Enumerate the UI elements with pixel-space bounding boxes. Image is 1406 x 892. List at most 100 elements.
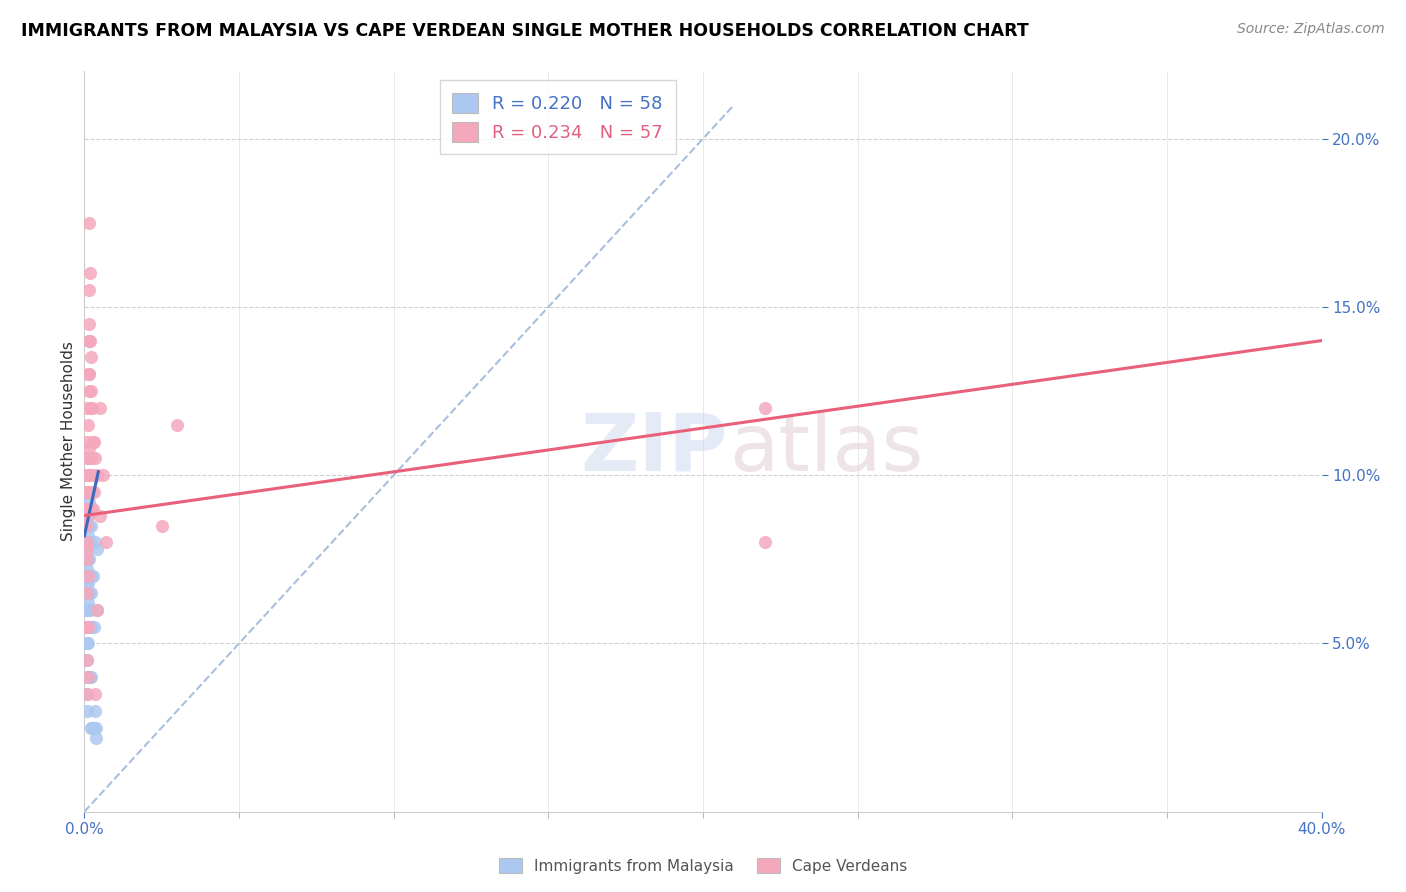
Point [84, 704, 107, 718]
Point [77, 636, 100, 650]
Point [75, 552, 97, 566]
Point [80, 384, 103, 398]
Point [82, 468, 104, 483]
Point [79, 351, 101, 365]
Point [76, 501, 98, 516]
Point [91, 468, 114, 483]
Point [76, 535, 98, 549]
Point [80, 501, 103, 516]
Point [76, 653, 98, 667]
Point [82, 569, 104, 583]
Point [83, 619, 105, 633]
Point [76, 569, 98, 583]
Point [79, 552, 101, 566]
Point [76, 603, 98, 617]
Point [94, 535, 117, 549]
Point [79, 451, 101, 466]
Point [79, 334, 101, 348]
Point [77, 216, 100, 230]
Y-axis label: Single Mother Households: Single Mother Households [60, 342, 76, 541]
Point [76, 401, 98, 415]
Point [82, 501, 104, 516]
Point [76, 670, 98, 684]
Point [79, 401, 101, 415]
Point [84, 731, 107, 745]
Point [166, 417, 188, 432]
Point [76, 704, 98, 718]
Point [77, 495, 100, 509]
Point [76, 569, 98, 583]
Point [76, 542, 98, 557]
Point [76, 562, 98, 576]
Legend: R = 0.220   N = 58, R = 0.234   N = 57: R = 0.220 N = 58, R = 0.234 N = 57 [440, 80, 675, 154]
Point [754, 401, 776, 415]
Point [76, 518, 98, 533]
Point [79, 619, 101, 633]
Point [76, 619, 98, 633]
Point [76, 586, 98, 600]
Text: atlas: atlas [730, 410, 924, 488]
Point [76, 542, 98, 557]
Point [76, 653, 98, 667]
Text: Source: ZipAtlas.com: Source: ZipAtlas.com [1237, 22, 1385, 37]
Point [77, 417, 100, 432]
Point [77, 518, 100, 533]
Point [79, 670, 101, 684]
Point [79, 368, 101, 382]
Point [84, 721, 107, 735]
Point [76, 468, 98, 483]
Point [76, 603, 98, 617]
Point [77, 552, 100, 566]
Point [76, 636, 98, 650]
Point [76, 586, 98, 600]
Point [76, 687, 98, 701]
Point [77, 283, 100, 297]
Point [82, 485, 104, 500]
Point [77, 468, 100, 483]
Point [79, 266, 101, 280]
Point [77, 575, 100, 590]
Point [76, 619, 98, 633]
Point [84, 687, 107, 701]
Point [82, 401, 104, 415]
Point [89, 401, 111, 415]
Point [76, 485, 98, 500]
Text: IMMIGRANTS FROM MALAYSIA VS CAPE VERDEAN SINGLE MOTHER HOUSEHOLDS CORRELATION CH: IMMIGRANTS FROM MALAYSIA VS CAPE VERDEAN… [21, 22, 1029, 40]
Point [86, 603, 108, 617]
Point [77, 508, 100, 523]
Point [79, 721, 101, 735]
Point [80, 451, 103, 466]
Point [76, 451, 98, 466]
Point [754, 535, 776, 549]
Point [76, 619, 98, 633]
Point [83, 485, 105, 500]
Point [82, 434, 104, 449]
Point [77, 368, 100, 382]
Point [150, 518, 173, 533]
Point [86, 468, 108, 483]
Point [77, 334, 100, 348]
Point [77, 384, 100, 398]
Point [79, 485, 101, 500]
Point [76, 586, 98, 600]
Point [84, 535, 107, 549]
Point [77, 468, 100, 483]
Point [77, 368, 100, 382]
Point [75, 501, 97, 516]
Text: ZIP: ZIP [579, 410, 727, 488]
Point [84, 451, 107, 466]
Point [76, 485, 98, 500]
Point [89, 508, 111, 523]
Point [83, 721, 105, 735]
Point [79, 619, 101, 633]
Legend: Immigrants from Malaysia, Cape Verdeans: Immigrants from Malaysia, Cape Verdeans [492, 852, 914, 880]
Point [77, 485, 100, 500]
Point [86, 603, 108, 617]
Point [77, 586, 100, 600]
Point [77, 596, 100, 610]
Point [75, 518, 97, 533]
Point [76, 687, 98, 701]
Point [79, 317, 101, 331]
Point [83, 434, 105, 449]
Point [75, 575, 97, 590]
